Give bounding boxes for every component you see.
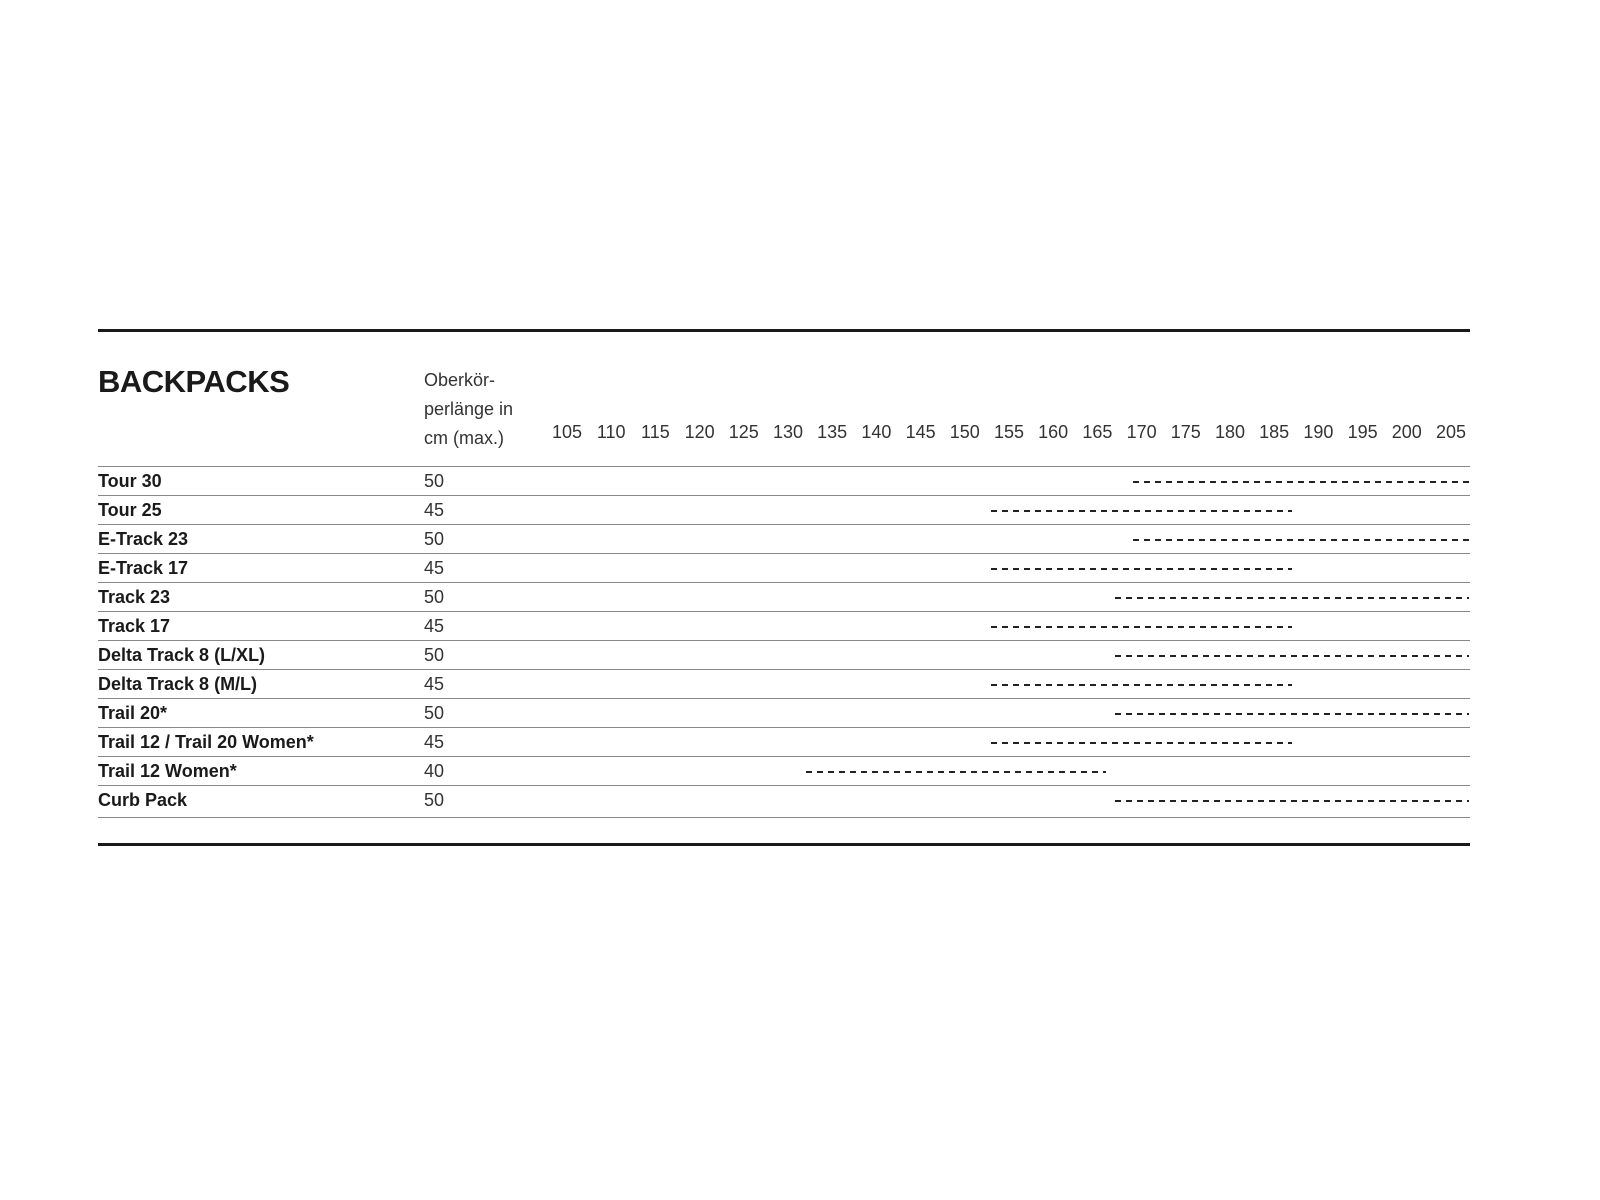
scale-tick-label: 150: [949, 422, 980, 442]
scale-tick-label: 155: [993, 422, 1025, 442]
scale-tick-label: 140: [861, 422, 892, 442]
height-range-bar: [991, 510, 1292, 512]
row-product-name: E-Track 17: [98, 558, 189, 578]
table-row: E-Track 17 45: [98, 553, 1470, 583]
scale-tick-label: 175: [1170, 422, 1201, 442]
scale-tick-label: 105: [551, 422, 583, 442]
scale-tick-label: 135: [817, 422, 848, 442]
row-max-torso: 45: [424, 616, 445, 636]
row-product-name: Track 23: [98, 587, 171, 607]
table-row: Delta Track 8 (M/L) 45: [98, 669, 1470, 699]
row-max-torso: 45: [424, 732, 445, 752]
scale-tick-label: 170: [1126, 422, 1157, 442]
row-max-torso: 45: [424, 674, 445, 694]
table-row: Tour 25 45: [98, 495, 1470, 525]
height-range-bar: [1132, 481, 1469, 483]
row-max-torso: 50: [424, 587, 445, 607]
row-max-torso: 50: [424, 471, 445, 491]
scale-tick-label: 160: [1038, 422, 1069, 442]
last-row-rule: [98, 817, 1470, 818]
scale-tick-label: 130: [772, 422, 804, 442]
scale-tick-label: 180: [1214, 422, 1246, 442]
row-product-name: Track 17: [98, 616, 171, 636]
height-range-bar: [991, 742, 1292, 744]
table-row: Curb Pack 50: [98, 785, 1470, 815]
row-max-torso: 50: [424, 703, 445, 723]
height-range-bar: [991, 684, 1292, 686]
row-max-torso: 45: [424, 558, 445, 578]
scale-tick-label: 110: [596, 422, 626, 442]
scale-tick-label: 185: [1259, 422, 1290, 442]
column-header-line: Oberkör-: [424, 370, 496, 390]
table-row: Trail 20* 50: [98, 698, 1470, 728]
row-product-name: Curb Pack: [98, 790, 188, 810]
scale-tick-label: 190: [1303, 422, 1334, 442]
column-header: Oberkör- perlänge in cm (max.): [424, 366, 534, 453]
table-row: Track 23 50: [98, 582, 1470, 612]
scale-tick-label: 195: [1347, 422, 1378, 442]
row-product-name: Tour 25: [98, 500, 162, 520]
row-product-name: Delta Track 8 (M/L): [98, 674, 258, 694]
row-max-torso: 40: [424, 761, 445, 781]
scale-tick-label: 120: [684, 422, 715, 442]
bottom-rule: [98, 843, 1470, 846]
table-row: Delta Track 8 (L/XL) 50: [98, 640, 1470, 670]
height-range-bar: [1132, 539, 1469, 541]
height-range-bar: [1115, 713, 1469, 715]
scale-tick-label: 205: [1435, 422, 1467, 442]
row-product-name: Trail 20*: [98, 703, 168, 723]
height-range-bar: [991, 568, 1292, 570]
height-range-bar: [1115, 597, 1469, 599]
scale-tick-label: 200: [1391, 422, 1422, 442]
table-title: BACKPACKS: [98, 364, 290, 399]
column-header-line: cm (max.): [424, 428, 504, 448]
top-rule: [98, 329, 1470, 332]
height-range-bar: [805, 771, 1107, 773]
row-max-torso: 45: [424, 500, 445, 520]
scale-tick-label: 125: [728, 422, 759, 442]
column-header-line: perlänge in: [424, 399, 514, 419]
row-max-torso: 50: [424, 645, 445, 665]
scale-tick-label: 145: [905, 422, 936, 442]
height-range-bar: [991, 626, 1292, 628]
height-range-bar: [1115, 800, 1469, 802]
row-max-torso: 50: [424, 790, 445, 810]
table-row: Tour 30 50: [98, 466, 1470, 496]
row-product-name: Trail 12 Women*: [98, 761, 237, 781]
scale-tick-label: 115: [641, 422, 670, 442]
row-max-torso: 50: [424, 529, 445, 549]
row-product-name: E-Track 23: [98, 529, 189, 549]
table-row: E-Track 23 50: [98, 524, 1470, 554]
row-product-name: Delta Track 8 (L/XL): [98, 645, 266, 665]
table-row: Track 17 45: [98, 611, 1470, 641]
scale-tick-label: 165: [1082, 422, 1113, 442]
table-row: Trail 12 Women* 40: [98, 756, 1470, 786]
height-range-bar: [1115, 655, 1469, 657]
row-product-name: Trail 12 / Trail 20 Women*: [98, 732, 314, 752]
row-product-name: Tour 30: [98, 471, 162, 491]
table-row: Trail 12 / Trail 20 Women* 45: [98, 727, 1470, 757]
